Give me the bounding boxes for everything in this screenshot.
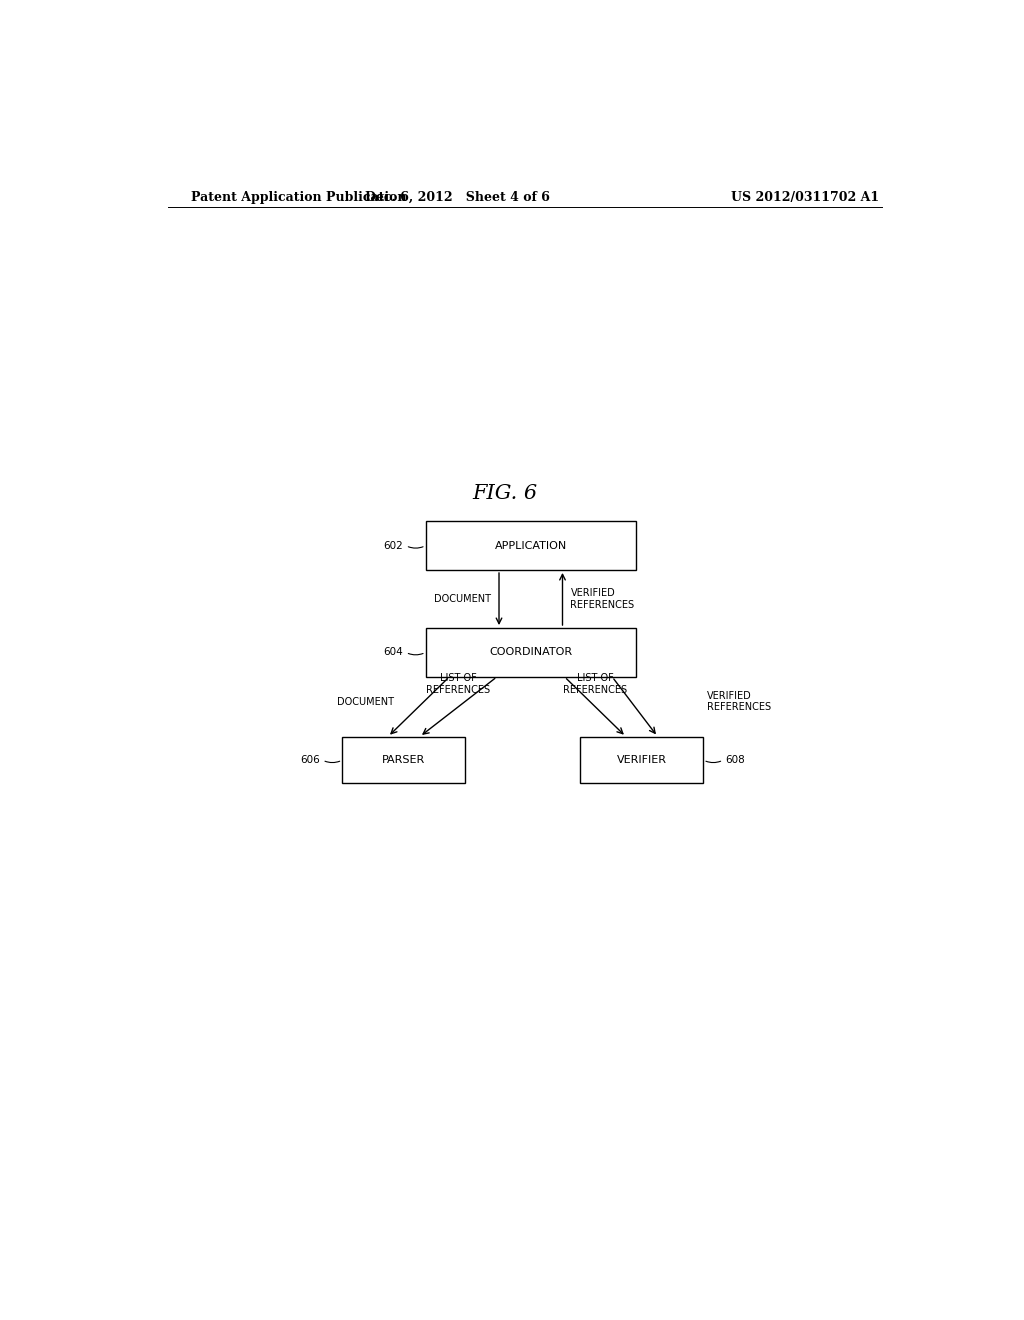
Text: LIST OF
REFERENCES: LIST OF REFERENCES bbox=[563, 673, 628, 694]
Text: DOCUMENT: DOCUMENT bbox=[337, 697, 394, 706]
Text: 604: 604 bbox=[384, 647, 403, 657]
Bar bbox=[426, 521, 636, 570]
Text: DOCUMENT: DOCUMENT bbox=[434, 594, 492, 605]
Text: APPLICATION: APPLICATION bbox=[495, 541, 567, 550]
Text: FIG. 6: FIG. 6 bbox=[472, 484, 538, 503]
Text: Patent Application Publication: Patent Application Publication bbox=[191, 190, 407, 203]
Text: 606: 606 bbox=[300, 755, 321, 766]
Text: Dec. 6, 2012   Sheet 4 of 6: Dec. 6, 2012 Sheet 4 of 6 bbox=[365, 190, 550, 203]
Text: VERIFIED
REFERENCES: VERIFIED REFERENCES bbox=[708, 690, 771, 713]
Text: 608: 608 bbox=[726, 755, 745, 766]
Bar bbox=[581, 737, 703, 784]
Bar bbox=[426, 628, 636, 677]
Text: COORDINATOR: COORDINATOR bbox=[489, 647, 572, 657]
Text: LIST OF
REFERENCES: LIST OF REFERENCES bbox=[426, 673, 490, 694]
Bar bbox=[342, 737, 465, 784]
Text: VERIFIED
REFERENCES: VERIFIED REFERENCES bbox=[570, 589, 635, 610]
Text: US 2012/0311702 A1: US 2012/0311702 A1 bbox=[731, 190, 880, 203]
Text: 602: 602 bbox=[384, 541, 403, 550]
Text: VERIFIER: VERIFIER bbox=[616, 755, 667, 766]
Text: PARSER: PARSER bbox=[382, 755, 425, 766]
